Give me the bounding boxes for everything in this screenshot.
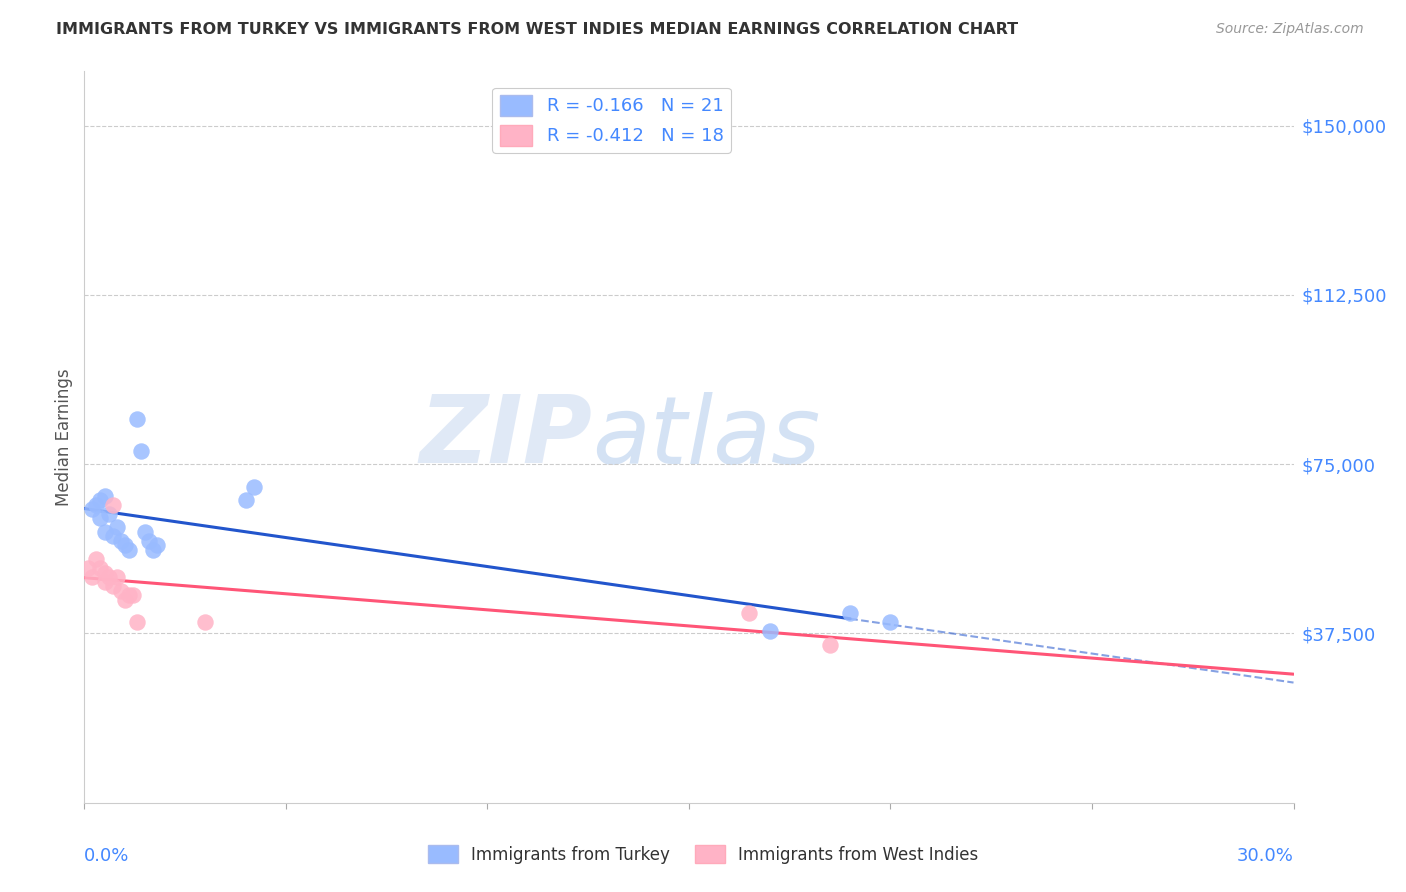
Point: [93, 574, 115, 589]
Point: [93, 489, 115, 503]
Text: 30.0%: 30.0%: [1237, 847, 1294, 864]
Point: [82, 570, 104, 584]
Point: [110, 583, 132, 598]
Text: atlas: atlas: [592, 392, 821, 483]
Point: [89, 561, 111, 575]
Legend: R = -0.166   N = 21, R = -0.412   N = 18: R = -0.166 N = 21, R = -0.412 N = 18: [492, 87, 731, 153]
Point: [89, 511, 111, 525]
Text: IMMIGRANTS FROM TURKEY VS IMMIGRANTS FROM WEST INDIES MEDIAN EARNINGS CORRELATIO: IMMIGRANTS FROM TURKEY VS IMMIGRANTS FRO…: [56, 22, 1018, 37]
Point: [114, 592, 136, 607]
Point: [121, 588, 143, 602]
Point: [235, 493, 257, 508]
Point: [125, 412, 148, 426]
Point: [93, 566, 115, 580]
Text: Source: ZipAtlas.com: Source: ZipAtlas.com: [1216, 22, 1364, 37]
Point: [738, 606, 761, 620]
Point: [89, 493, 111, 508]
Point: [125, 615, 148, 630]
Point: [101, 579, 124, 593]
Point: [86, 498, 108, 512]
Point: [818, 638, 841, 652]
Point: [879, 615, 901, 630]
Point: [110, 533, 132, 548]
Text: ZIP: ZIP: [419, 391, 592, 483]
Y-axis label: Median Earnings: Median Earnings: [55, 368, 73, 506]
Point: [105, 520, 128, 534]
Point: [194, 615, 217, 630]
Point: [101, 529, 124, 543]
Point: [138, 533, 160, 548]
Point: [118, 543, 141, 558]
Point: [129, 443, 152, 458]
Point: [105, 570, 128, 584]
Point: [142, 543, 165, 558]
Point: [242, 480, 264, 494]
Point: [82, 502, 104, 516]
Point: [93, 524, 115, 539]
Point: [97, 507, 120, 521]
Point: [118, 588, 141, 602]
Point: [77, 561, 100, 575]
Point: [114, 538, 136, 552]
Text: 0.0%: 0.0%: [84, 847, 129, 864]
Point: [758, 624, 780, 639]
Point: [839, 606, 862, 620]
Legend: Immigrants from Turkey, Immigrants from West Indies: Immigrants from Turkey, Immigrants from …: [420, 838, 986, 871]
Point: [146, 538, 169, 552]
Point: [97, 570, 120, 584]
Point: [101, 498, 124, 512]
Point: [86, 552, 108, 566]
Point: [134, 524, 156, 539]
